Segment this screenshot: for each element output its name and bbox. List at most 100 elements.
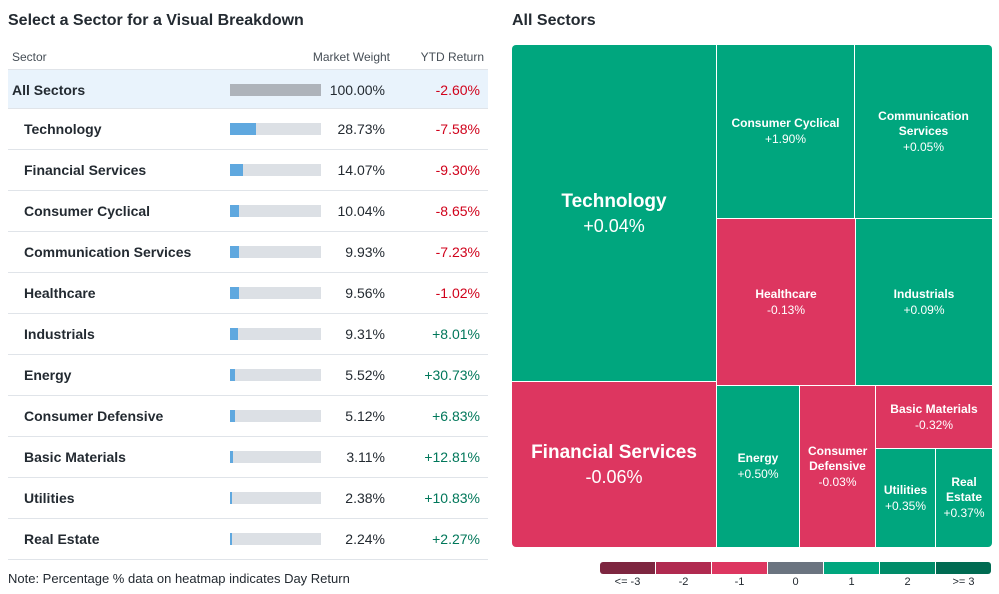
- tile-day-return: -0.03%: [818, 474, 857, 489]
- header-sector: Sector: [12, 50, 47, 64]
- ytd-return-value: +12.81%: [424, 449, 480, 465]
- treemap-tile-industrials[interactable]: Industrials +0.09%: [856, 219, 992, 385]
- sector-name: Basic Materials: [24, 449, 126, 465]
- tile-day-return: -0.06%: [585, 467, 643, 487]
- tile-day-return: +0.50%: [737, 467, 779, 481]
- market-weight-bar: [230, 410, 321, 422]
- tile-day-return: +0.37%: [943, 506, 985, 520]
- sector-row-communication-services[interactable]: Communication Services 9.93% -7.23%: [8, 232, 488, 273]
- sector-row-healthcare[interactable]: Healthcare 9.56% -1.02%: [8, 273, 488, 314]
- heatmap-note: Note: Percentage % data on heatmap indic…: [8, 571, 350, 586]
- ytd-return-value: +30.73%: [424, 367, 480, 383]
- sector-row-utilities[interactable]: Utilities 2.38% +10.83%: [8, 478, 488, 519]
- tile-day-return: -0.32%: [914, 417, 954, 432]
- market-weight-value: 5.52%: [345, 367, 385, 383]
- market-weight-value: 5.12%: [345, 408, 385, 424]
- legend-label: <= -3: [614, 576, 641, 588]
- market-weight-value: 2.38%: [345, 490, 385, 506]
- tile-sector-name: Consumer Defensive: [808, 443, 868, 473]
- treemap-tile-financial-services[interactable]: Financial Services -0.06%: [512, 382, 716, 547]
- sector-name: All Sectors: [12, 82, 86, 98]
- sector-row-basic-materials[interactable]: Basic Materials 3.11% +12.81%: [8, 437, 488, 478]
- market-weight-bar-fill: [230, 533, 232, 545]
- sector-treemap: Technology +0.04% Consumer Cyclical +1.90% C…: [512, 45, 992, 547]
- sector-name: Real Estate: [24, 531, 100, 547]
- market-weight-value: 28.73%: [337, 121, 385, 137]
- market-weight-bar: [230, 246, 321, 258]
- legend-swatch: [824, 562, 879, 574]
- legend-swatch: [768, 562, 823, 574]
- treemap-tile-healthcare[interactable]: Healthcare -0.13%: [717, 219, 855, 385]
- market-weight-value: 9.56%: [345, 285, 385, 301]
- treemap-tile-basic-materials[interactable]: Basic Materials -0.32%: [876, 386, 992, 448]
- market-weight-bar: [230, 205, 321, 217]
- market-weight-bar: [230, 287, 321, 299]
- ytd-return-value: -8.65%: [435, 203, 480, 219]
- market-weight-value: 100.00%: [329, 82, 385, 98]
- sector-table-title: Select a Sector for a Visual Breakdown: [8, 12, 304, 29]
- tile-day-return: +0.35%: [884, 498, 927, 513]
- treemap-tile-consumer-defensive[interactable]: Consumer Defensive -0.03%: [800, 386, 875, 547]
- treemap-tile-utilities[interactable]: Utilities +0.35%: [876, 449, 935, 547]
- market-weight-bar-fill: [230, 328, 238, 340]
- legend-item: -2: [656, 562, 712, 594]
- header-ytd-return: YTD Return: [420, 50, 484, 64]
- legend-label: 1: [848, 576, 855, 588]
- tile-day-return: +0.09%: [903, 302, 945, 317]
- sector-row-consumer-cyclical[interactable]: Consumer Cyclical 10.04% -8.65%: [8, 191, 488, 232]
- market-weight-bar: [230, 451, 321, 463]
- ytd-return-value: -7.58%: [435, 121, 480, 137]
- sector-row-energy[interactable]: Energy 5.52% +30.73%: [8, 355, 488, 396]
- legend-item: 1: [824, 562, 880, 594]
- sector-row-technology[interactable]: Technology 28.73% -7.58%: [8, 109, 488, 150]
- market-weight-bar-fill: [230, 84, 321, 96]
- ytd-return-value: +8.01%: [432, 326, 480, 342]
- legend-label: 2: [904, 576, 911, 588]
- tile-day-return: +1.90%: [764, 132, 807, 146]
- market-weight-bar: [230, 533, 321, 545]
- market-weight-value: 9.31%: [345, 326, 385, 342]
- legend-item: 0: [768, 562, 824, 594]
- sector-name: Utilities: [24, 490, 75, 506]
- tile-sector-name: Energy: [737, 451, 779, 465]
- color-legend: <= -3 -2 -1 0 1 2 >= 3: [600, 562, 992, 594]
- tile-sector-name: Utilities: [883, 482, 928, 497]
- market-weight-bar-fill: [230, 205, 239, 217]
- market-weight-value: 9.93%: [345, 244, 385, 260]
- sector-name: Technology: [24, 121, 102, 137]
- legend-label: >= 3: [952, 576, 975, 588]
- ytd-return-value: -2.60%: [435, 82, 480, 98]
- legend-label: -1: [734, 576, 745, 588]
- market-weight-bar: [230, 328, 321, 340]
- tile-sector-name: Real Estate: [945, 475, 983, 504]
- legend-item: >= 3: [936, 562, 992, 594]
- market-weight-bar-fill: [230, 164, 243, 176]
- treemap-tile-communication-services[interactable]: Communication Services +0.05%: [855, 45, 992, 218]
- sector-table: Sector Market Weight YTD Return All Sect…: [8, 44, 488, 560]
- sector-row-all-sectors[interactable]: All Sectors 100.00% -2.60%: [8, 69, 488, 109]
- market-weight-bar-fill: [230, 492, 232, 504]
- market-weight-bar: [230, 84, 321, 96]
- treemap-tile-real-estate[interactable]: Real Estate +0.37%: [936, 449, 992, 547]
- sector-name: Healthcare: [24, 285, 96, 301]
- sector-row-real-estate[interactable]: Real Estate 2.24% +2.27%: [8, 519, 488, 560]
- sector-row-consumer-defensive[interactable]: Consumer Defensive 5.12% +6.83%: [8, 396, 488, 437]
- treemap-tile-energy[interactable]: Energy +0.50%: [717, 386, 799, 547]
- treemap-tile-consumer-cyclical[interactable]: Consumer Cyclical +1.90%: [717, 45, 854, 218]
- legend-item: <= -3: [600, 562, 656, 594]
- tile-sector-name: Communication Services: [878, 108, 969, 138]
- tile-sector-name: Consumer Cyclical: [731, 116, 840, 130]
- ytd-return-value: -1.02%: [435, 285, 480, 301]
- tile-day-return: +0.05%: [902, 139, 945, 154]
- sector-name: Energy: [24, 367, 72, 383]
- legend-swatch: [880, 562, 935, 574]
- sector-row-financial-services[interactable]: Financial Services 14.07% -9.30%: [8, 150, 488, 191]
- sector-row-industrials[interactable]: Industrials 9.31% +8.01%: [8, 314, 488, 355]
- legend-label: -2: [678, 576, 689, 588]
- treemap-tile-technology[interactable]: Technology +0.04%: [512, 45, 716, 381]
- legend-swatch: [656, 562, 711, 574]
- legend-swatch: [712, 562, 767, 574]
- market-weight-bar-fill: [230, 246, 239, 258]
- tile-day-return: +0.04%: [583, 215, 645, 236]
- market-weight-value: 3.11%: [346, 449, 385, 465]
